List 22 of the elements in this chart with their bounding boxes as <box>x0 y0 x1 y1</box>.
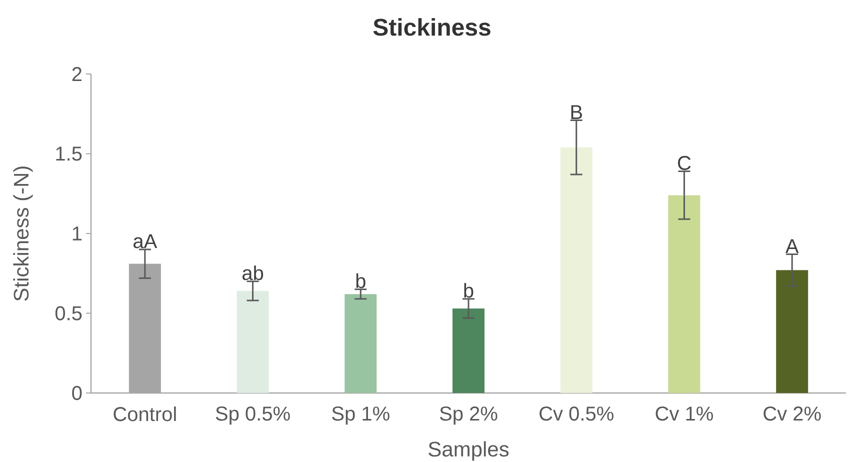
chart-title: Stickiness <box>373 18 490 36</box>
x-tick-label: Control <box>114 406 176 422</box>
annotation: A <box>785 239 799 254</box>
x-tick-label: Cv 0.5% <box>540 406 614 421</box>
y-tick-label: 0 <box>72 386 82 400</box>
annotation: B <box>571 105 582 120</box>
x-tick-label: Cv 2% <box>764 406 821 421</box>
annotation: C <box>678 156 691 170</box>
y-axis-title: Stickiness (-N) <box>13 166 33 301</box>
y-tick-label: 0.5 <box>55 306 82 320</box>
x-tick-label: Sp 2% <box>440 406 498 425</box>
annotation: aA <box>134 234 158 248</box>
x-axis-title: Samples <box>428 441 509 461</box>
x-tick-label: Sp 0.5% <box>216 406 290 425</box>
annotation: b <box>464 283 474 298</box>
annotation: b <box>356 273 366 288</box>
annotation: ab <box>242 265 264 280</box>
y-tick-label: 2 <box>72 67 82 81</box>
x-tick-label: Sp 1% <box>332 406 390 425</box>
y-tick-label: 1.5 <box>56 146 82 161</box>
y-tick-label: 1 <box>72 226 82 240</box>
x-tick-label: Cv 1% <box>656 406 713 421</box>
